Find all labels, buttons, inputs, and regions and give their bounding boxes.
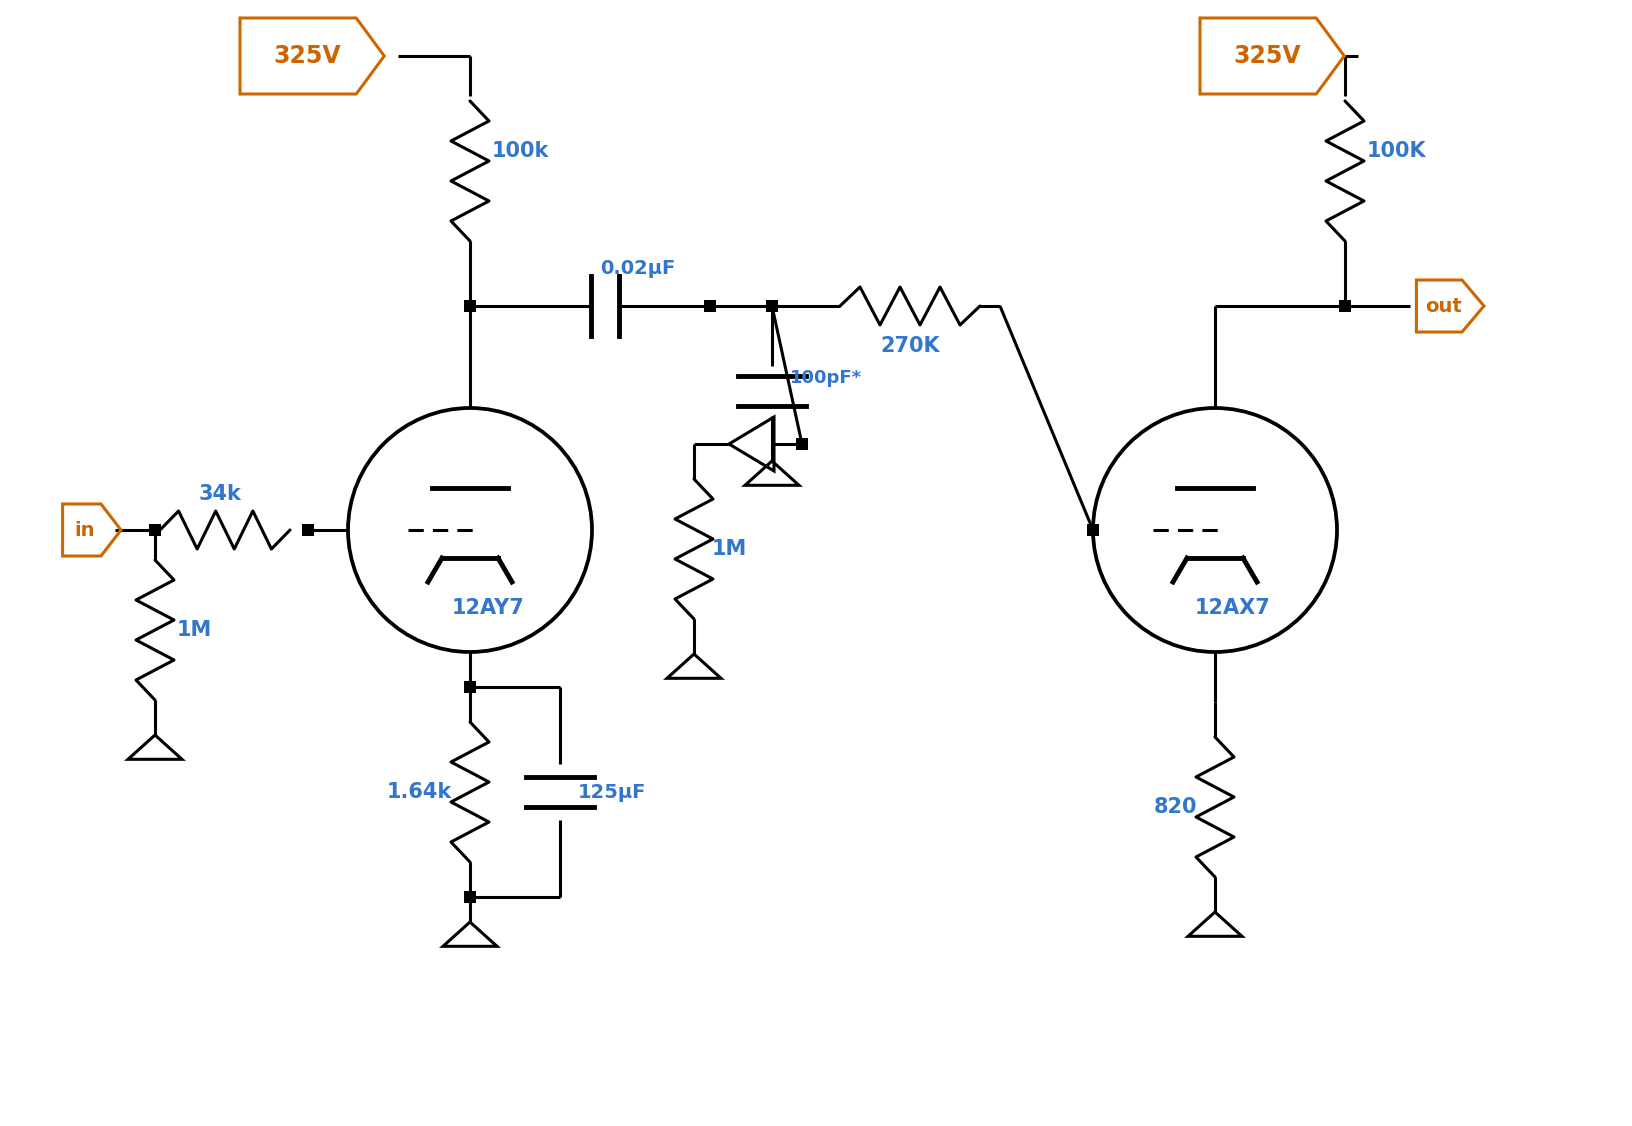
Text: 325V: 325V [273, 44, 341, 68]
Text: 12AX7: 12AX7 [1195, 598, 1270, 618]
Text: 1.64k: 1.64k [387, 781, 452, 802]
Text: 34k: 34k [199, 484, 242, 504]
Text: 325V: 325V [1232, 44, 1301, 68]
Text: 270K: 270K [880, 336, 940, 356]
Text: 12AY7: 12AY7 [452, 598, 524, 618]
Text: 100pF*: 100pF* [790, 369, 862, 387]
Text: 1M: 1M [176, 620, 212, 640]
Text: 100k: 100k [491, 141, 548, 161]
Text: out: out [1423, 296, 1461, 315]
Text: 100K: 100K [1366, 141, 1426, 161]
Text: 1M: 1M [712, 539, 747, 558]
Text: 0.02μF: 0.02μF [599, 259, 676, 278]
Text: in: in [75, 520, 95, 539]
Text: 820: 820 [1152, 797, 1196, 817]
Text: 125μF: 125μF [578, 783, 646, 802]
